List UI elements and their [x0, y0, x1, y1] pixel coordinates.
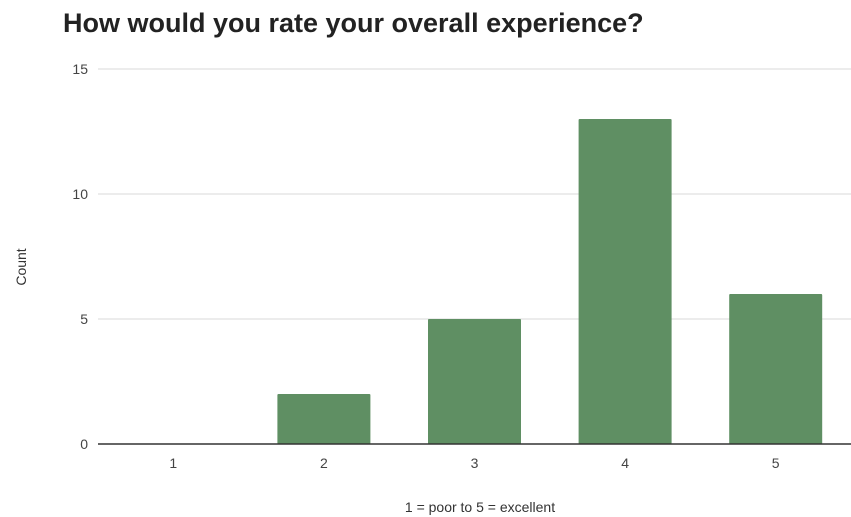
y-tick-label: 15: [72, 61, 88, 77]
y-tick-label: 0: [80, 436, 88, 452]
y-tick-label: 5: [80, 311, 88, 327]
y-tick-label: 10: [72, 186, 88, 202]
y-axis-label: Count: [13, 248, 29, 285]
axes: 0 5 10 15 1 2 3 4 5: [72, 61, 851, 471]
x-tick-label: 2: [320, 455, 328, 471]
chart-title: How would you rate your overall experien…: [63, 8, 644, 38]
bars: [277, 119, 823, 444]
x-tick-label: 4: [621, 455, 629, 471]
bar-5: [729, 294, 823, 444]
bar-3: [428, 319, 521, 444]
bar-4: [578, 119, 672, 444]
x-axis-label: 1 = poor to 5 = excellent: [405, 499, 555, 515]
x-tick-label: 3: [471, 455, 479, 471]
x-tick-label: 5: [772, 455, 780, 471]
gridlines: [98, 68, 851, 320]
x-tick-label: 1: [169, 455, 177, 471]
bar-2: [277, 394, 371, 444]
